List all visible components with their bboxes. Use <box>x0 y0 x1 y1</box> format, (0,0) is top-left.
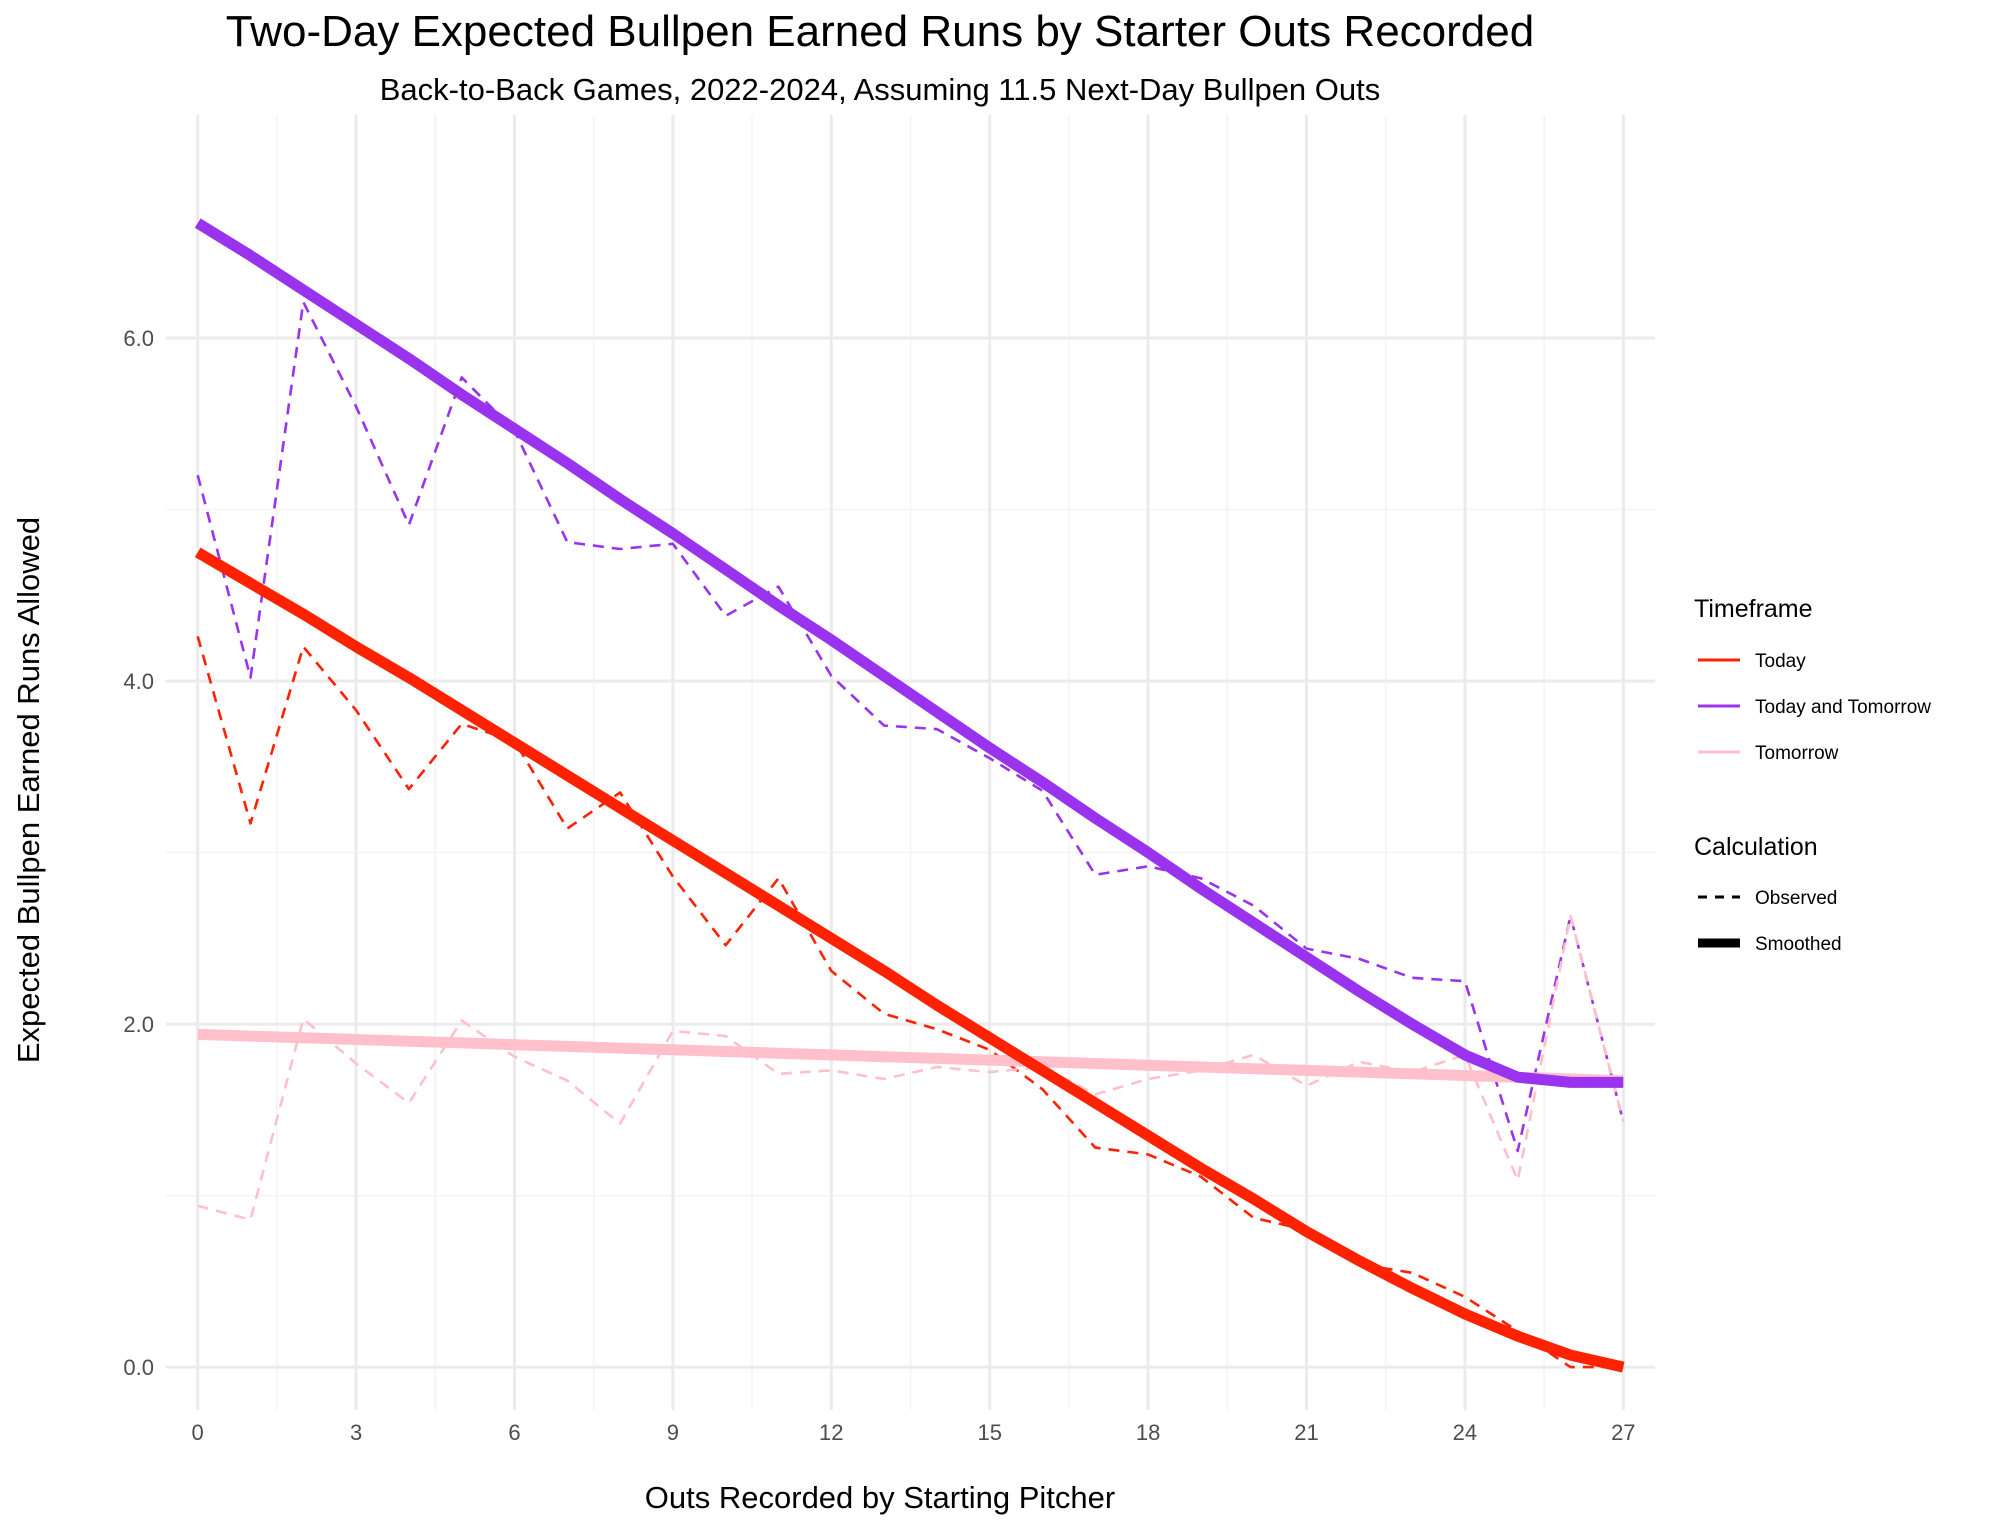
x-tick-label: 27 <box>1611 1420 1635 1445</box>
y-tick-label: 4.0 <box>123 669 154 694</box>
series-line-today-smoothed <box>194 547 1625 1373</box>
series-lines <box>194 218 1625 1373</box>
chart-subtitle: Back-to-Back Games, 2022-2024, Assuming … <box>380 72 1381 107</box>
legend-title-calculation: Calculation <box>1694 833 1818 861</box>
y-tick-label: 0.0 <box>123 1355 154 1380</box>
x-tick-label: 21 <box>1294 1420 1318 1445</box>
x-tick-label: 24 <box>1453 1420 1477 1445</box>
y-tick-label: 2.0 <box>123 1012 154 1037</box>
series-line-tomorrow-smoothed <box>197 1028 1624 1087</box>
legend-label: Smoothed <box>1755 934 1842 955</box>
y-axis-label: Expected Bullpen Earned Runs Allowed <box>11 517 46 1063</box>
x-axis-label: Outs Recorded by Starting Pitcher <box>645 1480 1115 1515</box>
legend-calculation-items: Observed Smoothed <box>1698 888 1842 955</box>
x-tick-label: 6 <box>508 1420 520 1445</box>
x-tick-labels: 0 3 6 9 12 15 18 21 24 27 <box>192 1420 1636 1445</box>
legend-label: Today <box>1755 651 1806 672</box>
series-line-today-and-tomorrow-smoothed <box>194 218 1624 1088</box>
plot-area: 0.0 2.0 4.0 6.0 0 3 6 9 12 15 18 21 24 27 <box>123 115 1655 1445</box>
legend: Timeframe Today Today and Tomorrow Tomorro… <box>1694 595 1931 955</box>
x-tick-label: 12 <box>819 1420 843 1445</box>
legend-timeframe-items: Today Today and Tomorrow Tomorrow <box>1698 651 1931 764</box>
legend-title-timeframe: Timeframe <box>1694 595 1813 623</box>
chart-title: Two-Day Expected Bullpen Earned Runs by … <box>226 7 1534 56</box>
y-tick-labels: 0.0 2.0 4.0 6.0 <box>123 326 154 1380</box>
legend-label: Observed <box>1755 888 1837 909</box>
legend-label: Tomorrow <box>1755 743 1839 764</box>
x-tick-label: 3 <box>350 1420 362 1445</box>
x-tick-label: 9 <box>667 1420 679 1445</box>
x-tick-label: 15 <box>977 1420 1001 1445</box>
grid-lines <box>166 115 1655 1410</box>
series-line-today-and-tomorrow-observed <box>196 300 1625 1153</box>
series-line-tomorrow-observed <box>197 914 1625 1221</box>
x-tick-label: 18 <box>1136 1420 1160 1445</box>
x-tick-label: 0 <box>192 1420 204 1445</box>
y-tick-label: 6.0 <box>123 326 154 351</box>
legend-label: Today and Tomorrow <box>1755 697 1931 718</box>
